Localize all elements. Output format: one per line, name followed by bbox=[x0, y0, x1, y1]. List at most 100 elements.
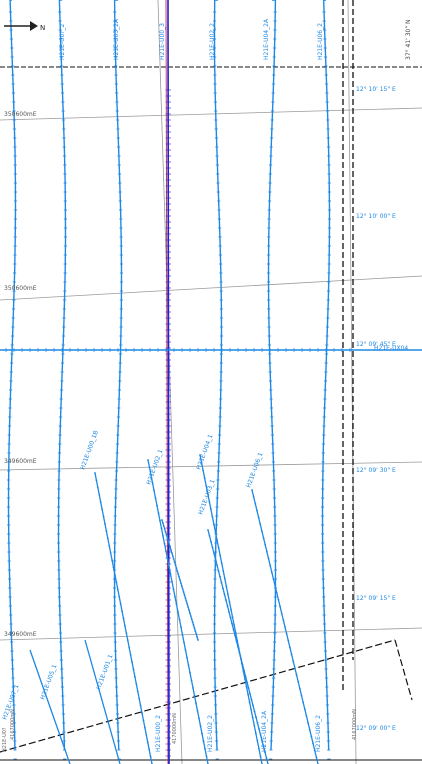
station-point bbox=[204, 747, 206, 750]
diagonal-line-label: H21E-U05_1 bbox=[39, 663, 58, 700]
station-point bbox=[192, 624, 195, 626]
station-point bbox=[154, 497, 157, 499]
top-line-label: H21E-U02_2 bbox=[209, 23, 216, 60]
station-point bbox=[172, 558, 175, 560]
station-point bbox=[199, 454, 201, 456]
top-line-label: H21E-U03_2A bbox=[113, 18, 120, 60]
top-line-label: H21E-U06_2 bbox=[317, 23, 324, 60]
station-point bbox=[270, 571, 273, 574]
station-point bbox=[115, 581, 118, 584]
station-point bbox=[261, 739, 263, 742]
station-point bbox=[250, 709, 253, 711]
station-point bbox=[289, 646, 291, 649]
station-point bbox=[216, 564, 218, 566]
station-point bbox=[190, 618, 193, 620]
station-point bbox=[175, 603, 178, 606]
station-point bbox=[220, 562, 223, 565]
survey-line-vertical bbox=[113, 0, 123, 751]
station-point bbox=[211, 546, 214, 549]
survey-line-vertical bbox=[321, 0, 331, 751]
station-point bbox=[217, 570, 220, 572]
station-point bbox=[295, 674, 298, 676]
station-point bbox=[98, 493, 101, 496]
north-arrow-icon: N bbox=[4, 21, 45, 32]
station-point bbox=[124, 624, 126, 627]
station-point bbox=[219, 554, 222, 557]
station-point bbox=[280, 612, 283, 615]
utm-grid-line-vertical bbox=[347, 0, 357, 764]
bottom-small-label: 4170000mN bbox=[172, 713, 178, 744]
station-point bbox=[203, 477, 206, 480]
station-point bbox=[180, 582, 182, 584]
station-point bbox=[180, 626, 182, 629]
easting-label: 350600mE bbox=[4, 285, 37, 292]
station-point bbox=[171, 552, 173, 554]
station-point bbox=[156, 504, 158, 507]
station-point bbox=[209, 508, 212, 510]
station-point bbox=[160, 527, 163, 530]
station-point bbox=[243, 669, 245, 672]
station-point bbox=[175, 567, 178, 569]
station-point bbox=[186, 656, 188, 659]
station-point bbox=[153, 489, 155, 492]
station-point bbox=[222, 587, 224, 590]
station-point bbox=[164, 531, 167, 533]
station-point bbox=[128, 646, 131, 649]
station-point bbox=[279, 605, 281, 608]
utm-grid-line bbox=[0, 107, 422, 121]
station-point bbox=[157, 512, 160, 515]
survey-line-vertical bbox=[7, 0, 17, 751]
station-point bbox=[95, 479, 98, 482]
station-point bbox=[125, 632, 128, 634]
station-point bbox=[195, 633, 198, 635]
station-point bbox=[196, 636, 199, 638]
station-point bbox=[284, 626, 286, 628]
station-point bbox=[254, 732, 257, 734]
station-point bbox=[231, 616, 234, 619]
station-point bbox=[167, 540, 170, 542]
station-point bbox=[307, 722, 309, 724]
station-point bbox=[247, 693, 249, 696]
station-point bbox=[208, 500, 211, 503]
station-point bbox=[172, 588, 175, 591]
station-point bbox=[173, 561, 176, 563]
station-point bbox=[166, 557, 169, 560]
station-point bbox=[261, 530, 263, 532]
station-point bbox=[214, 531, 217, 534]
station-point bbox=[142, 719, 145, 722]
station-point bbox=[143, 726, 146, 729]
station-point bbox=[114, 573, 116, 576]
station-point bbox=[274, 585, 276, 587]
station-point bbox=[223, 577, 226, 580]
station-point bbox=[235, 640, 238, 643]
station-point bbox=[222, 569, 225, 572]
station-point bbox=[234, 634, 236, 637]
station-point bbox=[230, 608, 232, 611]
station-point bbox=[99, 501, 102, 503]
station-point bbox=[168, 543, 171, 545]
station-point bbox=[207, 529, 209, 531]
station-point bbox=[183, 594, 186, 596]
station-point bbox=[184, 649, 187, 651]
station-point bbox=[282, 619, 285, 622]
station-point bbox=[150, 474, 152, 477]
station-point bbox=[246, 681, 248, 683]
station-point bbox=[258, 747, 260, 750]
station-point bbox=[199, 725, 202, 727]
station-point bbox=[170, 549, 172, 551]
station-point bbox=[259, 523, 262, 526]
station-point bbox=[214, 558, 217, 561]
station-point bbox=[161, 519, 163, 521]
station-point bbox=[251, 489, 253, 491]
station-point bbox=[131, 661, 133, 664]
station-point bbox=[275, 591, 278, 594]
station-point bbox=[178, 576, 181, 578]
station-point bbox=[226, 605, 229, 607]
station-point bbox=[202, 740, 205, 743]
station-point bbox=[105, 530, 108, 533]
station-point bbox=[195, 702, 197, 705]
station-point bbox=[162, 525, 165, 527]
station-point bbox=[241, 663, 244, 666]
